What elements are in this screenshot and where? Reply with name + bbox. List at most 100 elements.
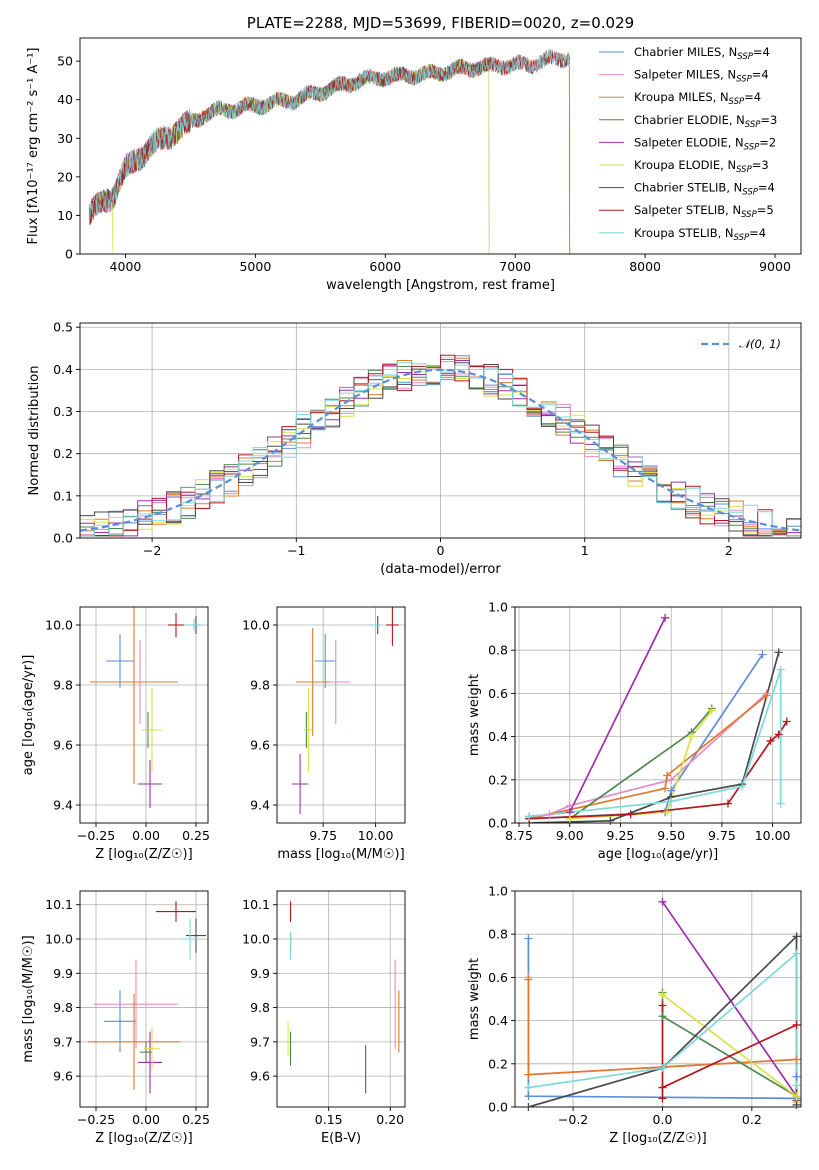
weight-line <box>528 951 798 1089</box>
error-bar-point <box>295 628 330 736</box>
spectrum-line <box>88 48 571 222</box>
axes-frame <box>514 890 802 1108</box>
x-tick-label: 9.50 <box>657 828 685 843</box>
x-axis-label: Z [log₁₀(Z/Z☉)] <box>95 1131 192 1146</box>
weight-marker <box>776 799 785 808</box>
legend-entry: Salpeter MILES, NSSP=4 <box>634 68 769 85</box>
x-tick-label: −2 <box>143 543 161 558</box>
y-tick-label: 10.1 <box>242 897 270 912</box>
x-tick-label: 0.15 <box>315 1112 343 1127</box>
x-tick-label: −0.25 <box>77 1112 115 1127</box>
x-axis-label: Z [log₁₀(Z/Z☉)] <box>609 1131 706 1146</box>
weight-marker <box>782 717 791 726</box>
residual-histogram <box>80 362 801 538</box>
weight-marker <box>792 1081 801 1090</box>
y-tick-label: 9.4 <box>53 798 73 813</box>
x-tick-label: 6000 <box>369 259 401 274</box>
weight-marker <box>738 782 747 791</box>
x-tick-label: 1 <box>581 543 589 558</box>
weight-marker <box>663 808 672 817</box>
weight-marker <box>565 814 574 823</box>
y-tick-label: 1.0 <box>488 600 508 615</box>
x-axis-label: Z [log₁₀(Z/Z☉)] <box>95 847 192 862</box>
weight-marker <box>762 691 771 700</box>
y-tick-label: 0.4 <box>53 362 73 377</box>
spectrum-panel <box>76 37 802 258</box>
axes-frame <box>514 606 802 824</box>
error-bar-point <box>106 634 134 688</box>
chart-title: PLATE=2288, MJD=53699, FIBERID=0020, z=0… <box>247 14 634 32</box>
y-tick-label: 0.2 <box>53 446 73 461</box>
y-tick-label: 9.8 <box>53 1000 73 1015</box>
weight-line <box>569 710 713 820</box>
y-tick-label: 0.8 <box>488 927 508 942</box>
age-vs-z-plot-area <box>90 607 202 808</box>
error-bar-point <box>168 613 184 637</box>
error-bar-point <box>186 918 206 953</box>
axes-frame <box>276 890 406 1108</box>
error-bar-point <box>142 688 162 772</box>
y-tick-label: 10.0 <box>242 932 270 947</box>
legend-entry: Chabrier ELODIE, NSSP=3 <box>634 113 777 130</box>
y-tick-label: 10.0 <box>242 618 270 633</box>
weight-line <box>661 1005 797 1099</box>
x-axis-label: mass [log₁₀(M/M☉)] <box>277 847 404 862</box>
y-tick-label: 9.8 <box>53 678 73 693</box>
spectrum-line <box>88 49 571 254</box>
x-tick-label: 9.25 <box>607 828 635 843</box>
weight-marker <box>658 1064 667 1073</box>
weight-vs-age-plot-area <box>529 617 788 823</box>
weight-marker <box>766 736 775 745</box>
weight-marker <box>661 784 670 793</box>
y-axis-label: Normed distribution <box>27 366 42 496</box>
y-tick-label: 0.1 <box>53 488 73 503</box>
weight-marker <box>758 650 767 659</box>
spectrum-line <box>88 57 490 254</box>
weight-marker <box>545 810 554 819</box>
y-tick-label: 9.6 <box>53 1069 73 1084</box>
y-axis-label: mass [log₁₀(M/M☉)] <box>21 935 36 1062</box>
error-bar-point <box>314 634 336 688</box>
weight-marker <box>792 1020 801 1029</box>
age-vs-mass-plot-area <box>291 607 399 814</box>
y-tick-label: 0.8 <box>488 643 508 658</box>
error-bar-point <box>156 901 196 922</box>
weight-marker <box>776 665 785 674</box>
weight-marker <box>792 1100 801 1109</box>
x-tick-label: 9.00 <box>556 828 584 843</box>
y-tick-label: 9.7 <box>250 1034 270 1049</box>
y-tick-label: 0.0 <box>53 531 73 546</box>
error-bar-point <box>90 607 178 784</box>
error-bar-point <box>104 990 136 1053</box>
weight-line <box>529 669 782 818</box>
weight-marker <box>707 706 716 715</box>
y-tick-label: 40 <box>57 92 73 107</box>
weight-marker <box>658 897 667 906</box>
weight-marker <box>667 797 676 806</box>
x-tick-label: 5000 <box>239 259 271 274</box>
legend-entry: Chabrier STELIB, NSSP=4 <box>634 181 775 198</box>
error-bar-point <box>304 688 313 772</box>
residuals-plot-area <box>80 354 801 538</box>
residuals-panel <box>76 322 802 542</box>
y-tick-label: 0.3 <box>53 404 73 419</box>
y-axis-label: age [log₁₀(age/yr)] <box>21 655 36 776</box>
weight-marker <box>658 1094 667 1103</box>
x-axis-label: wavelength [Angstrom, rest frame] <box>326 278 555 293</box>
weight-line <box>529 694 768 820</box>
x-tick-label: 7000 <box>499 259 531 274</box>
weight-marker <box>792 932 801 941</box>
y-tick-label: 9.4 <box>250 798 270 813</box>
error-bar-point <box>186 619 202 631</box>
weight-marker <box>524 1103 533 1111</box>
weight-marker <box>524 1092 533 1101</box>
axes-frame <box>79 606 209 824</box>
x-tick-label: 0.0 <box>653 1112 673 1127</box>
weight-marker <box>524 975 533 984</box>
weight-line <box>529 652 780 823</box>
error-bar-point <box>369 622 382 628</box>
x-tick-label: 9000 <box>759 259 791 274</box>
y-tick-label: 9.7 <box>53 1034 73 1049</box>
weight-marker <box>792 1055 801 1064</box>
mass-vs-ebv-plot-area <box>287 901 400 1094</box>
